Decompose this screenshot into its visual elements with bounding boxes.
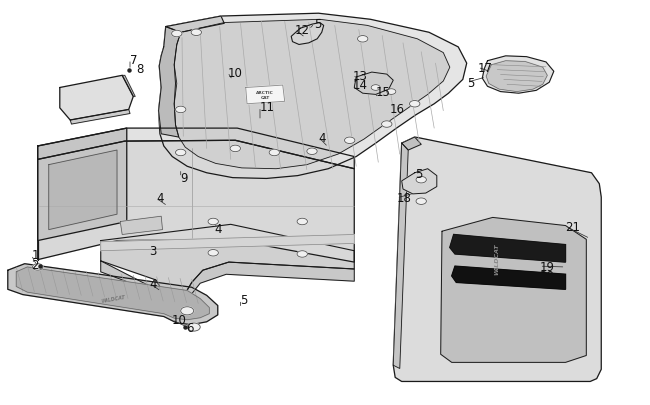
Circle shape	[416, 198, 426, 205]
Text: 3: 3	[150, 245, 157, 258]
Text: 18: 18	[396, 192, 411, 205]
Polygon shape	[393, 144, 408, 369]
Circle shape	[176, 107, 186, 113]
Text: 17: 17	[478, 62, 493, 75]
Text: 11: 11	[260, 101, 275, 114]
Text: 21: 21	[566, 220, 580, 233]
Polygon shape	[38, 129, 127, 241]
Text: ARCTIC
CAT: ARCTIC CAT	[256, 91, 274, 100]
Text: 20: 20	[540, 269, 554, 282]
Text: 1: 1	[31, 249, 39, 262]
Text: 6: 6	[187, 321, 194, 334]
Polygon shape	[450, 235, 566, 262]
Circle shape	[416, 177, 426, 183]
Circle shape	[269, 150, 280, 156]
Polygon shape	[482, 57, 554, 94]
Polygon shape	[246, 86, 285, 104]
Polygon shape	[174, 20, 450, 169]
Text: 9: 9	[181, 172, 188, 185]
Polygon shape	[49, 151, 117, 230]
Text: WILDCAT: WILDCAT	[101, 294, 126, 303]
Text: 10: 10	[227, 66, 242, 79]
Polygon shape	[159, 14, 467, 179]
Circle shape	[176, 150, 186, 156]
Text: 7: 7	[130, 53, 138, 66]
Text: 4: 4	[318, 131, 326, 144]
Polygon shape	[354, 73, 393, 95]
Polygon shape	[166, 17, 224, 33]
Polygon shape	[291, 23, 324, 45]
Circle shape	[172, 31, 182, 38]
Polygon shape	[452, 266, 566, 290]
Text: 5: 5	[315, 18, 322, 31]
Text: 15: 15	[376, 86, 391, 99]
Circle shape	[297, 251, 307, 258]
Polygon shape	[38, 129, 354, 169]
Circle shape	[187, 323, 200, 331]
Circle shape	[371, 85, 380, 91]
Polygon shape	[159, 28, 181, 138]
Text: 16: 16	[390, 103, 405, 116]
Text: 5: 5	[467, 77, 474, 90]
Polygon shape	[486, 62, 547, 92]
Polygon shape	[101, 261, 354, 307]
Text: 2: 2	[31, 259, 39, 272]
Text: 4: 4	[156, 192, 164, 205]
Text: 13: 13	[352, 70, 367, 83]
Circle shape	[307, 149, 317, 155]
Circle shape	[230, 146, 240, 152]
Circle shape	[208, 250, 218, 256]
Polygon shape	[60, 76, 133, 121]
Circle shape	[358, 36, 368, 43]
Text: 4: 4	[214, 222, 222, 235]
Polygon shape	[402, 169, 437, 194]
Circle shape	[344, 138, 355, 144]
Circle shape	[297, 219, 307, 225]
Polygon shape	[122, 76, 135, 97]
Polygon shape	[8, 264, 218, 325]
Text: 10: 10	[172, 313, 187, 326]
Circle shape	[410, 101, 420, 108]
Text: WILDCAT: WILDCAT	[495, 243, 500, 274]
Circle shape	[32, 264, 43, 271]
Polygon shape	[393, 138, 601, 382]
Polygon shape	[441, 218, 586, 362]
Text: 19: 19	[540, 260, 554, 273]
Circle shape	[382, 122, 392, 128]
Circle shape	[181, 307, 194, 315]
Text: 12: 12	[294, 24, 309, 37]
Text: 5: 5	[240, 293, 248, 306]
Text: 14: 14	[352, 79, 367, 92]
Circle shape	[191, 30, 202, 36]
Text: 5: 5	[415, 168, 422, 181]
Circle shape	[387, 90, 396, 95]
Polygon shape	[16, 267, 209, 320]
Text: 4: 4	[150, 277, 157, 290]
Polygon shape	[70, 110, 130, 125]
Polygon shape	[402, 138, 421, 151]
Circle shape	[208, 219, 218, 225]
Polygon shape	[101, 225, 354, 294]
Text: 8: 8	[136, 62, 144, 75]
Polygon shape	[101, 235, 354, 251]
Polygon shape	[38, 141, 354, 262]
Polygon shape	[120, 217, 162, 235]
